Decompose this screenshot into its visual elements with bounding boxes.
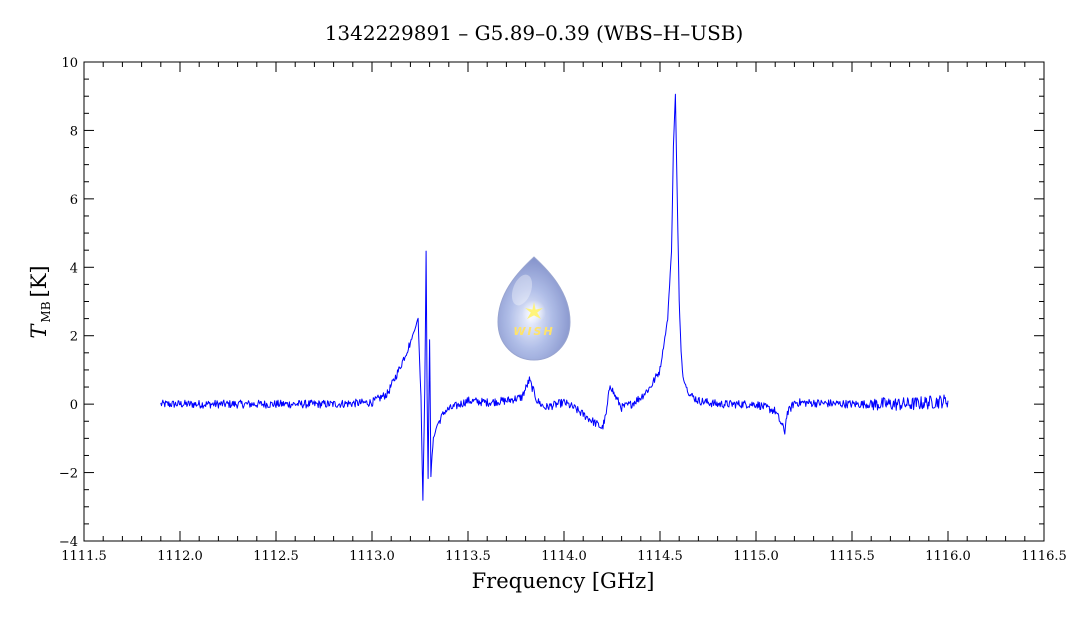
x-tick-label: 1111.5 — [61, 549, 107, 564]
y-axis-tick-labels: −4 −2 0 2 4 6 8 10 — [59, 56, 78, 550]
chart-title: 1342229891 – G5.89–0.39 (WBS–H–USB) — [325, 21, 744, 45]
y-tick-label: −2 — [59, 467, 78, 482]
x-tick-label: 1114.0 — [541, 549, 587, 564]
x-tick-label: 1115.0 — [733, 549, 779, 564]
y-tick-label: 6 — [70, 193, 78, 208]
y-axis-label-unit: [K] — [27, 265, 51, 297]
x-axis-label: Frequency [GHz] — [472, 569, 655, 593]
svg-text:TMB[K]: TMB [K] — [27, 265, 53, 338]
spectrum-series-line — [160, 93, 949, 501]
y-axis-label-symbol: T — [27, 323, 51, 339]
x-tick-label: 1116.5 — [1021, 549, 1067, 564]
x-tick-label: 1112.5 — [253, 549, 299, 564]
x-tick-label: 1114.5 — [637, 549, 683, 564]
y-tick-label: 2 — [70, 330, 78, 345]
x-tick-label: 1113.5 — [445, 549, 491, 564]
x-axis-tick-labels: 1111.5 1112.0 1112.5 1113.0 1113.5 1114.0 1114… — [61, 549, 1067, 564]
y-axis-label-subscript: MB — [39, 301, 53, 322]
y-tick-label: −4 — [59, 535, 78, 550]
x-axis-ticks — [83, 62, 1045, 541]
x-tick-label: 1112.0 — [157, 549, 203, 564]
x-tick-label: 1113.0 — [349, 549, 395, 564]
y-tick-label: 10 — [61, 56, 78, 71]
y-tick-label: 0 — [70, 398, 78, 413]
x-tick-label: 1115.5 — [829, 549, 875, 564]
y-axis-label: TMB [K] — [27, 265, 53, 338]
y-tick-label: 8 — [70, 124, 78, 139]
y-tick-label: 4 — [70, 261, 78, 276]
wish-logo-text: WISH — [513, 325, 554, 338]
y-axis-ticks — [84, 61, 1044, 542]
wish-logo-icon: WISH — [497, 256, 571, 361]
x-tick-label: 1116.0 — [925, 549, 971, 564]
